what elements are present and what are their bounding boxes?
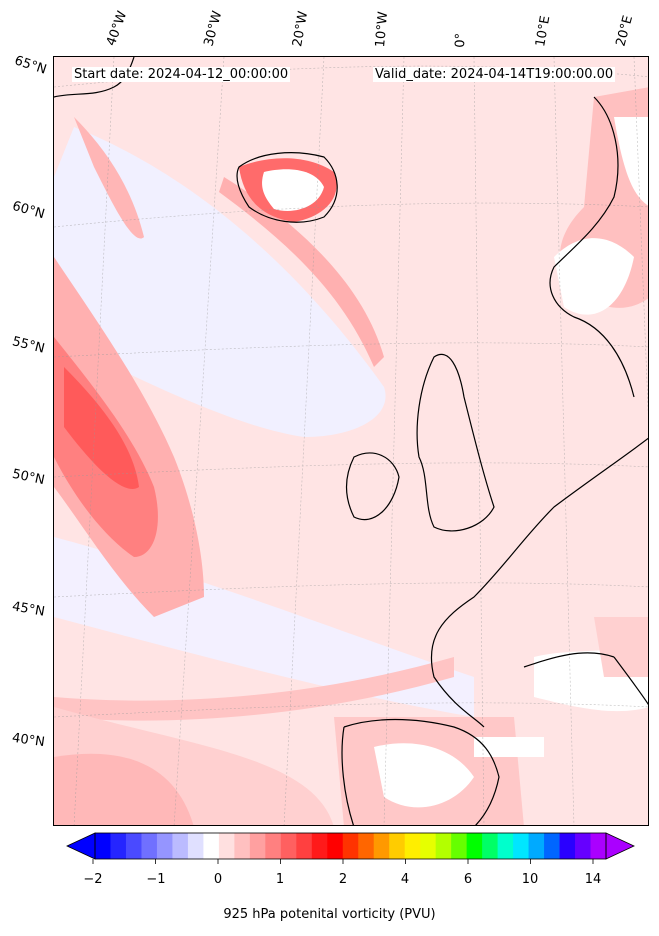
colorbar-cell <box>482 833 499 859</box>
colorbar-frame <box>94 832 607 860</box>
start-date-label: Start date: 2024-04-12_00:00:00 <box>72 67 291 82</box>
colorbar-tick: 14 <box>584 872 602 887</box>
colorbar-cell <box>358 833 375 859</box>
colorbar-cell <box>497 833 514 859</box>
colorbar-cell <box>203 833 220 859</box>
colorbar-cell <box>404 833 421 859</box>
colorbar-cell <box>249 833 266 859</box>
colorbar-cell <box>187 833 204 859</box>
colorbar-tick: 10 <box>521 872 539 887</box>
colorbar-cell <box>466 833 483 859</box>
colorbar-cell <box>528 833 545 859</box>
colorbar-cell <box>95 833 111 859</box>
colorbar-cell <box>559 833 576 859</box>
colorbar-cell <box>110 833 127 859</box>
map-panel[interactable] <box>53 56 649 826</box>
colorbar-cell <box>296 833 313 859</box>
colorbar-cell <box>141 833 158 859</box>
colorbar-tick: 1 <box>275 872 285 887</box>
colorbar-tick: 6 <box>463 872 473 887</box>
colorbar-tick: 0 <box>213 872 223 887</box>
colorbar-cell <box>311 833 328 859</box>
colorbar-tick: 4 <box>400 872 410 887</box>
colorbar-cell <box>172 833 189 859</box>
colorbar <box>66 832 635 864</box>
colorbar-cell <box>435 833 452 859</box>
colorbar-tick: −1 <box>146 872 166 887</box>
colorbar-right-arrow <box>605 832 635 860</box>
colorbar-title: 925 hPa potenital vorticity (PVU) <box>223 907 436 922</box>
colorbar-cell <box>125 833 142 859</box>
colorbar-cell <box>218 833 235 859</box>
colorbar-cell <box>280 833 297 859</box>
colorbar-cell <box>389 833 406 859</box>
colorbar-cell <box>373 833 390 859</box>
colorbar-cell <box>156 833 173 859</box>
colorbar-cell <box>544 833 561 859</box>
colorbar-cell <box>575 833 592 859</box>
colorbar-cell <box>420 833 437 859</box>
colorbar-cell <box>234 833 251 859</box>
colorbar-tick: 2 <box>338 872 348 887</box>
colorbar-cell <box>590 833 607 859</box>
valid-date-label: Valid_date: 2024-04-14T19:00:00.00 <box>373 67 616 82</box>
colorbar-cell <box>451 833 468 859</box>
pv-field <box>54 57 648 825</box>
colorbar-left-arrow <box>66 832 96 860</box>
colorbar-cell <box>342 833 359 859</box>
colorbar-cell <box>265 833 282 859</box>
colorbar-cell <box>513 833 530 859</box>
colorbar-tick: −2 <box>83 872 103 887</box>
colorbar-cell <box>327 833 344 859</box>
